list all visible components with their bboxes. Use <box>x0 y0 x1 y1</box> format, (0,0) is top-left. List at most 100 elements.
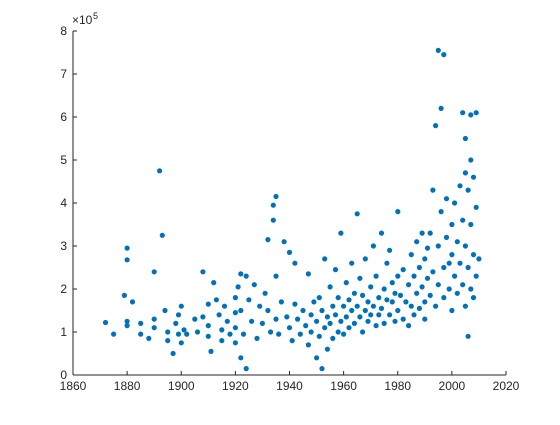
data-point <box>454 290 460 296</box>
points-layer <box>102 47 482 372</box>
data-point <box>465 264 471 271</box>
data-point <box>102 319 109 326</box>
data-point <box>232 310 238 316</box>
data-point <box>427 292 433 298</box>
data-point <box>205 301 211 307</box>
data-point <box>232 325 238 331</box>
data-point <box>121 292 127 298</box>
data-point <box>319 366 325 372</box>
data-point <box>360 329 366 335</box>
data-point <box>278 299 284 305</box>
data-point <box>175 312 182 318</box>
data-point <box>268 329 274 335</box>
data-point <box>178 340 184 346</box>
data-point <box>243 273 249 279</box>
data-point <box>219 338 225 344</box>
data-point <box>308 312 314 318</box>
data-point <box>430 269 436 275</box>
data-point <box>124 323 130 329</box>
data-point <box>376 312 382 318</box>
data-point <box>419 230 425 236</box>
data-point <box>360 292 366 298</box>
data-point <box>343 314 349 320</box>
data-point <box>470 174 477 180</box>
y-tick-label: 2 <box>60 282 67 296</box>
data-point <box>411 273 417 279</box>
data-point <box>387 247 393 253</box>
data-point <box>273 193 279 200</box>
data-point <box>170 350 176 357</box>
y-tick-label: 6 <box>60 110 67 124</box>
data-point <box>392 290 398 296</box>
data-point <box>443 234 450 240</box>
data-point <box>270 202 276 208</box>
data-point <box>129 299 136 305</box>
data-point <box>289 338 295 344</box>
x-tick-label: 1900 <box>168 379 195 393</box>
data-point <box>376 295 382 301</box>
data-point <box>443 196 450 202</box>
x-tick-label: 1920 <box>222 379 249 393</box>
data-point <box>395 307 401 314</box>
data-point <box>368 284 374 290</box>
data-point <box>276 331 282 337</box>
data-point <box>408 303 414 309</box>
data-point <box>424 245 431 251</box>
data-point <box>316 333 322 339</box>
data-point <box>240 331 247 337</box>
data-point <box>351 290 357 296</box>
data-point <box>232 340 238 346</box>
data-point <box>473 273 479 279</box>
data-point <box>422 256 428 262</box>
data-point <box>354 211 360 217</box>
data-point <box>406 282 412 288</box>
data-point <box>257 303 263 309</box>
data-point <box>403 299 409 305</box>
x-tick-label: 1880 <box>114 379 141 393</box>
data-point <box>314 355 320 361</box>
data-point <box>124 318 130 324</box>
data-point <box>441 264 447 271</box>
data-point <box>465 187 471 193</box>
data-point <box>286 325 293 331</box>
data-point <box>416 305 422 311</box>
data-point <box>362 256 368 262</box>
data-point <box>370 243 376 249</box>
data-point <box>378 305 385 311</box>
data-point <box>238 307 244 314</box>
data-point <box>295 316 301 322</box>
data-point <box>324 314 330 320</box>
data-point <box>224 318 230 324</box>
data-point <box>435 47 441 54</box>
data-point <box>438 209 444 215</box>
data-point <box>351 320 357 326</box>
data-point <box>332 267 339 273</box>
data-point <box>335 295 341 301</box>
data-point <box>151 316 157 322</box>
data-point <box>389 280 395 286</box>
x-tick-label: 1940 <box>276 379 303 393</box>
data-point <box>238 271 244 277</box>
data-point <box>424 275 431 281</box>
x-tick-label: 1980 <box>384 379 411 393</box>
data-point <box>460 282 466 288</box>
data-point <box>381 286 387 292</box>
data-point <box>341 303 347 309</box>
data-point <box>468 157 474 163</box>
y-tick-label: 7 <box>60 67 67 81</box>
data-point <box>124 245 130 251</box>
y-tick-label: 8 <box>60 24 67 38</box>
data-point <box>162 307 168 314</box>
data-point <box>284 314 290 320</box>
data-point <box>254 335 260 341</box>
data-point <box>354 303 360 309</box>
data-point <box>273 273 279 279</box>
data-point <box>346 325 352 331</box>
data-point <box>213 297 219 303</box>
data-point <box>476 256 482 262</box>
y-ticks: 0 1 2 3 4 5 6 7 8 <box>60 24 77 382</box>
data-point <box>327 284 333 290</box>
data-point <box>433 303 439 309</box>
